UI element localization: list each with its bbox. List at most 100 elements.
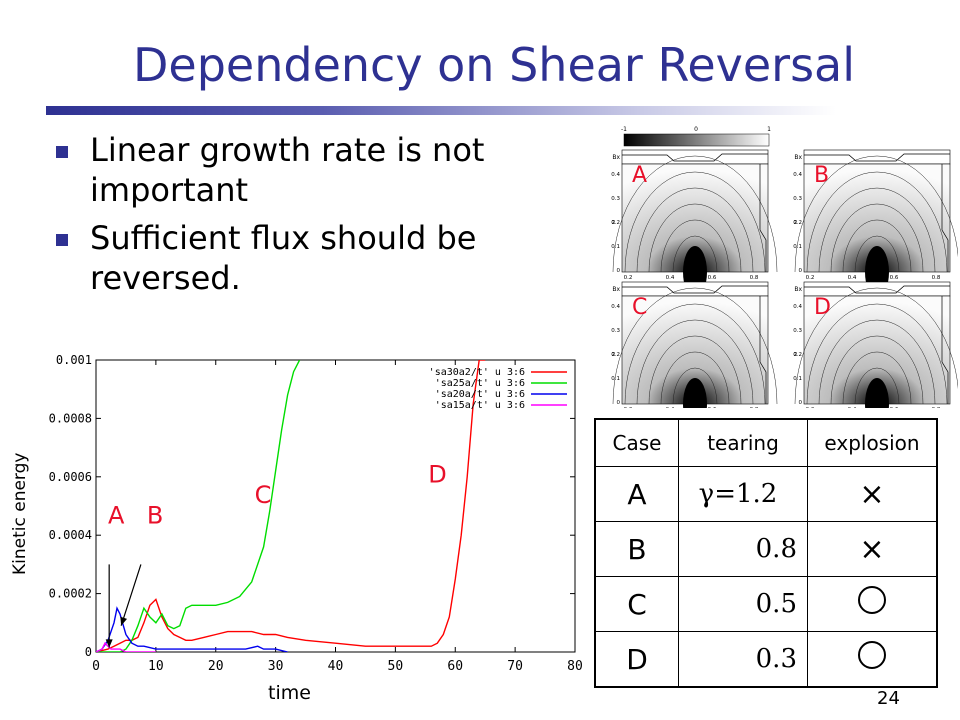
case-label: A (594, 466, 679, 522)
curve-annotation: C (255, 481, 272, 509)
bx-label: Bx (612, 286, 620, 293)
contour-line (830, 203, 924, 273)
contour-line (818, 187, 936, 273)
z-tick-label: 0.3 (611, 328, 620, 334)
header-tearing: tearing (678, 418, 808, 467)
y-tick-label: 0.2 (624, 275, 633, 281)
y-tick-label: 0.2 (806, 407, 815, 408)
z-tick-label: 0 (799, 400, 803, 406)
z-tick-label: 0.4 (793, 304, 802, 310)
y-tick-label: 0.6 (890, 407, 899, 408)
case-panel-label: A (632, 163, 647, 188)
explosion-mark (807, 576, 938, 632)
case-table: Case tearing explosion A γ=1.2 × B 0.8 ×… (594, 418, 938, 688)
plot-frame (95, 359, 576, 653)
bx-label: Bx (794, 286, 802, 293)
circle-mark-icon (858, 586, 886, 614)
contour-line (842, 219, 912, 273)
contour-line (612, 287, 778, 405)
page-number: 24 (877, 688, 900, 709)
bx-strip (803, 281, 951, 297)
bullet-square-icon (56, 234, 68, 246)
bx-strip (621, 149, 769, 165)
y-tick-label: 0.4 (848, 275, 857, 281)
z-tick-label: 0.4 (611, 304, 620, 310)
x-tick-label: 20 (208, 659, 224, 674)
explosion-mark (807, 631, 938, 688)
y-tick-label: 0.6 (708, 407, 717, 408)
z-axis-label: z (794, 351, 797, 358)
y-tick-label: 0 (85, 645, 92, 659)
bullet-item: Linear growth rate is not important (56, 130, 556, 210)
title-underline (46, 106, 836, 115)
bx-profile-line (622, 153, 768, 162)
colorbar (623, 133, 770, 147)
case-panel-label: D (814, 295, 831, 320)
z-tick-label: 0.4 (793, 172, 802, 178)
circle-mark-icon (858, 641, 886, 669)
case-panel-label: C (632, 295, 647, 320)
contour-line (854, 367, 900, 405)
series-line (96, 606, 288, 652)
arrow-head-icon (120, 616, 128, 626)
series-line (96, 642, 156, 652)
legend-entry: 'sa30a2/t' u 3:6 (429, 367, 525, 378)
bullet-square-icon (56, 146, 68, 158)
z-tick-label: 0.3 (793, 328, 802, 334)
y-tick-label: 0.2 (806, 275, 815, 281)
contour-line (830, 335, 924, 405)
y-tick-label: 0.0008 (49, 411, 92, 425)
y-tick-label: 0.0006 (49, 470, 92, 484)
y-tick-label: 0.0002 (49, 587, 92, 601)
kinetic-energy-chart: 0 10 20 30 40 50 60 70 80 0 0.0002 0.0004 0.0006 0.00… (38, 352, 588, 684)
z-tick-label: 0 (799, 268, 803, 274)
y-tick-label: 0.8 (750, 275, 759, 281)
tearing-value: γ=1.2 (678, 466, 808, 522)
contour-line (660, 219, 730, 273)
case-label: C (594, 576, 679, 632)
bullet-text: Linear growth rate is not important (90, 131, 485, 209)
bx-strip (621, 281, 769, 297)
legend-entry: 'sa20a/t' u 3:6 (435, 389, 525, 400)
core-blob (865, 378, 889, 408)
bx-profile-line (622, 285, 768, 294)
z-axis-label: z (612, 219, 615, 226)
case-label: D (594, 631, 679, 688)
header-explosion: explosion (807, 418, 938, 467)
bx-label: Bx (612, 154, 620, 161)
z-tick-label: 0.2 (793, 220, 802, 226)
x-tick-label: 10 (148, 659, 164, 674)
y-tick-label: 0.8 (932, 275, 941, 281)
z-axis-label: z (794, 219, 797, 226)
contour-line (660, 351, 730, 405)
z-tick-label: 0.3 (793, 196, 802, 202)
arrow-shaft (120, 564, 142, 626)
z-tick-label: 0.1 (793, 376, 802, 382)
table-header-row: Case tearing explosion (594, 418, 938, 467)
bullet-list: Linear growth rate is not important Suff… (56, 130, 556, 306)
contour-line (794, 155, 958, 273)
arrow-head-icon (105, 639, 113, 648)
contour-line (636, 187, 754, 273)
x-axis-label: time (268, 682, 311, 704)
table-row: D 0.3 (594, 631, 938, 688)
bullet-text: Sufficient flux should be reversed. (90, 219, 477, 297)
y-tick-label: 0.001 (56, 353, 92, 367)
y-tick-label: 0.8 (932, 407, 941, 408)
contour-line (612, 155, 778, 273)
y-tick-label: 0.6 (890, 275, 899, 281)
z-tick-label: 0.2 (793, 352, 802, 358)
z-tick-label: 0.4 (611, 172, 620, 178)
z-tick-label: 0 (617, 400, 621, 406)
x-tick-label: 30 (268, 659, 284, 674)
series-group (96, 360, 486, 652)
bx-label: Bx (794, 154, 802, 161)
colorbar-tick-label: 1 (767, 126, 771, 133)
contour-line (842, 351, 912, 405)
side-profile-line (941, 296, 949, 404)
bx-strip (803, 149, 951, 165)
